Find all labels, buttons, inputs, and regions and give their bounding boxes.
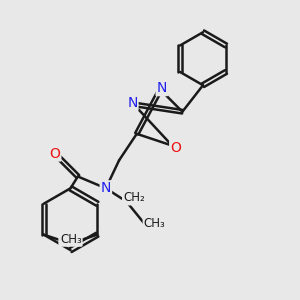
Text: CH₃: CH₃	[59, 232, 81, 246]
Text: CH₃: CH₃	[60, 232, 82, 246]
Text: CH₃: CH₃	[143, 217, 165, 230]
Text: N: N	[100, 181, 111, 195]
Text: O: O	[170, 141, 181, 155]
Text: CH₂: CH₂	[123, 191, 145, 205]
Text: N: N	[157, 81, 167, 95]
Text: N: N	[127, 96, 137, 110]
Text: O: O	[50, 146, 60, 161]
